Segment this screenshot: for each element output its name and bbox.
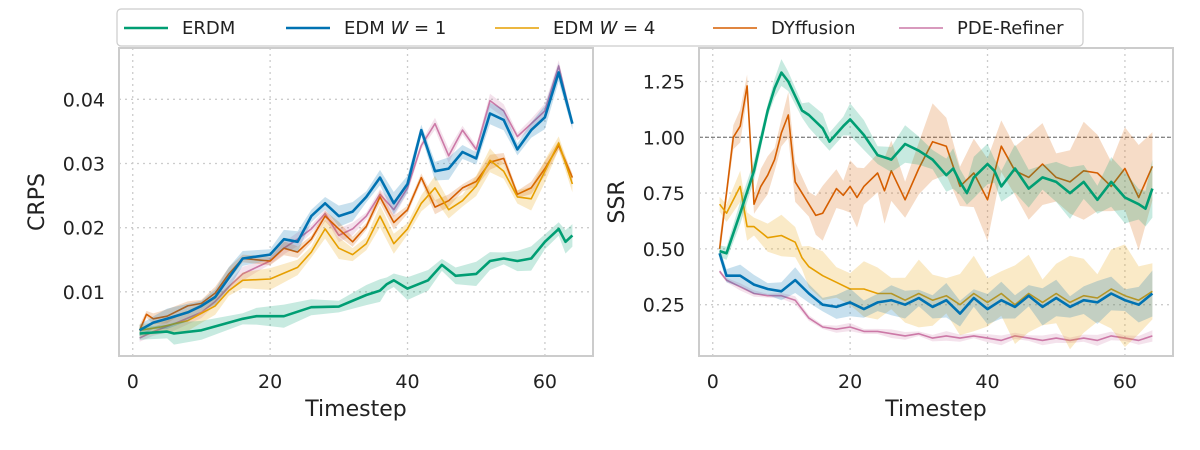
crps-axes-frame (118, 47, 594, 357)
crps-line-edm4 (139, 142, 574, 332)
legend-label-dyf: DYffusion (771, 18, 855, 39)
ssr-axes-frame (698, 47, 1174, 357)
ssr-ytick-label: 0.50 (643, 239, 685, 261)
crps-band-erdm (139, 222, 573, 345)
crps-xlabel: Timestep (304, 397, 406, 422)
ssr-line-edm4 (718, 185, 1153, 306)
ssr-band-erdm (719, 59, 1153, 260)
ssr-line-edm1 (718, 252, 1154, 315)
legend-label-pder: PDE-Refiner (957, 18, 1064, 39)
legend-label-edm1: EDM W = 1 (344, 18, 446, 39)
crps-band-edm1 (139, 63, 573, 336)
crps-ytick-label: 0.01 (63, 282, 105, 304)
crps-ytick-label: 0.04 (63, 89, 105, 111)
crps-panel: 0 20 40 60 0.01 0.02 0.03 0.04 Timestep CRPS (25, 47, 594, 422)
ssr-xtick-label: 20 (838, 371, 862, 393)
crps-ylabel: CRPS (25, 173, 50, 231)
ssr-band-dyf (719, 74, 1153, 260)
ssr-ylabel: SSR (605, 180, 630, 223)
crps-xtick-label: 60 (533, 371, 557, 393)
legend-frame (116, 8, 1084, 47)
ssr-ytick-label: 1.25 (643, 71, 685, 93)
legend: ERDM EDM W = 1 EDM W = 4 DYffusion PDE-Refin… (116, 8, 1084, 47)
ssr-xlabel: Timestep (884, 397, 986, 422)
ssr-ytick-label: 0.25 (643, 295, 685, 317)
crps-band-edm4 (139, 136, 573, 336)
ssr-xtick-label: 60 (1113, 371, 1137, 393)
crps-xtick-label: 40 (395, 371, 419, 393)
ssr-line-dyf (718, 85, 1154, 249)
ssr-panel: 0 20 40 60 0.25 0.50 0.75 1.00 1.25 Timestep SSR (605, 47, 1174, 422)
crps-line-erdm (139, 227, 574, 335)
crps-ytick-label: 0.02 (63, 218, 105, 240)
legend-label-erdm: ERDM (182, 18, 235, 39)
crps-line-pder (139, 65, 574, 339)
crps-xtick-label: 0 (127, 371, 139, 393)
crps-line-dyf (138, 144, 574, 331)
ssr-line-erdm (719, 71, 1154, 255)
ssr-line-pder (718, 270, 1153, 342)
legend-label-edm4: EDM W = 4 (553, 18, 655, 39)
crps-xtick-label: 20 (258, 371, 282, 393)
ssr-band-pder (719, 269, 1153, 346)
ssr-xtick-label: 40 (975, 371, 999, 393)
ssr-ytick-label: 1.00 (643, 127, 685, 149)
crps-line-edm1 (138, 71, 574, 332)
crps-ytick-label: 0.03 (63, 154, 105, 176)
ssr-ytick-label: 0.75 (643, 183, 685, 205)
ssr-xtick-label: 0 (707, 371, 719, 393)
